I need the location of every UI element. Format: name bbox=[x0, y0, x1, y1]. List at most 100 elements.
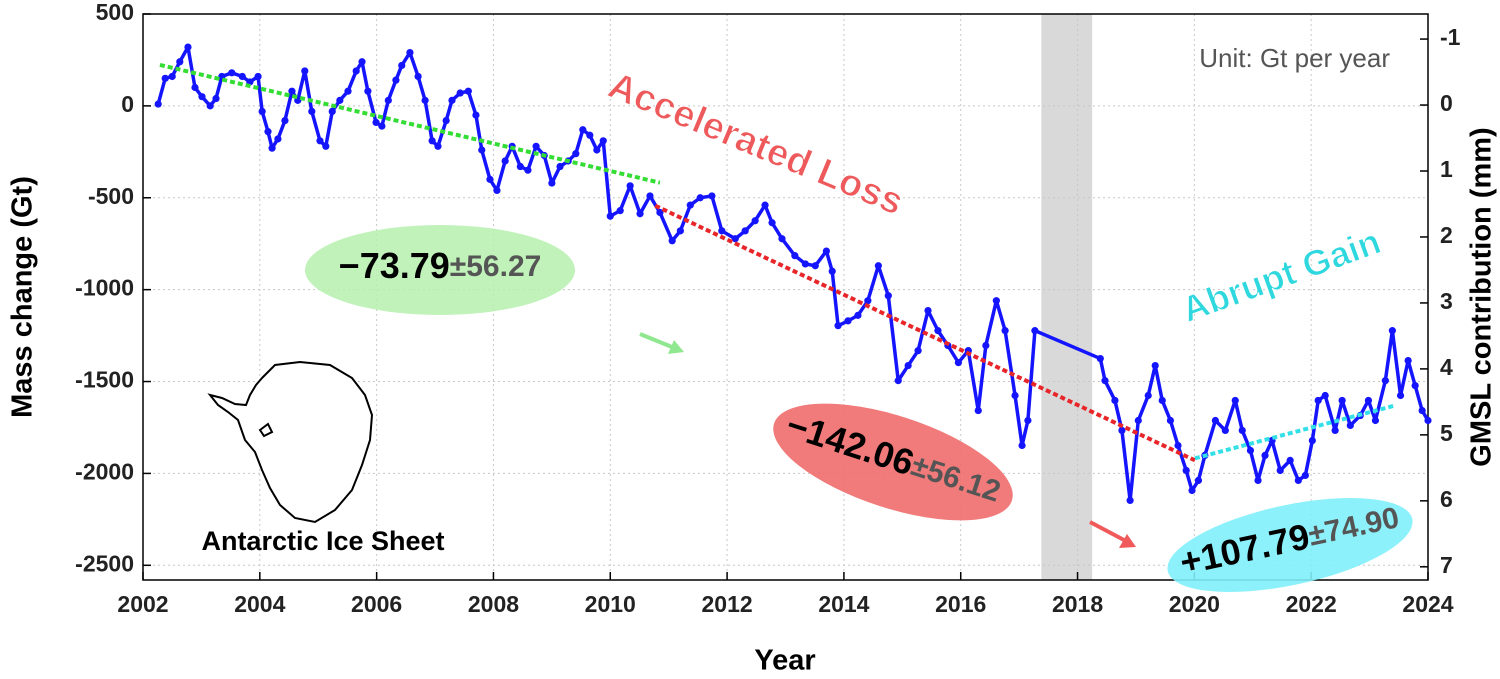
data-point bbox=[1338, 396, 1346, 405]
data-point bbox=[493, 186, 501, 195]
data-point bbox=[372, 118, 380, 127]
data-point bbox=[336, 96, 344, 104]
data-point bbox=[398, 61, 406, 70]
data-point bbox=[894, 377, 902, 385]
data-point bbox=[364, 87, 372, 95]
data-point bbox=[668, 237, 676, 245]
trend-line bbox=[654, 203, 1196, 463]
data-point bbox=[421, 96, 429, 104]
x-tick-label: 2024 bbox=[1402, 591, 1453, 617]
data-point bbox=[1404, 356, 1412, 365]
data-point bbox=[854, 311, 862, 319]
data-point bbox=[1182, 466, 1190, 475]
data-point bbox=[1188, 486, 1196, 495]
data-point bbox=[161, 74, 169, 82]
y2-tick-label: 7 bbox=[1440, 552, 1453, 578]
data-point bbox=[1231, 396, 1239, 405]
rate-text: −73.79±56.27 bbox=[339, 245, 542, 286]
data-point bbox=[501, 157, 509, 165]
data-point bbox=[1144, 391, 1152, 400]
data-point bbox=[1031, 327, 1039, 335]
data-point bbox=[768, 219, 776, 227]
y-axis-title: Mass change (Gt) bbox=[7, 176, 39, 418]
y2-tick-label: 1 bbox=[1440, 156, 1453, 182]
y2-tick-label: 3 bbox=[1440, 288, 1453, 314]
data-point bbox=[1018, 441, 1026, 450]
data-point bbox=[606, 212, 614, 220]
data-point bbox=[864, 297, 872, 305]
data-point bbox=[1331, 426, 1339, 435]
data-point bbox=[599, 137, 607, 145]
x-tick-label: 2020 bbox=[1169, 591, 1220, 617]
data-point bbox=[1101, 377, 1109, 385]
background-layer: 2002 2004 2006 2008 2010 2012 2014 2016 2018 2020… bbox=[75, 0, 1460, 617]
y2-tick-label: 6 bbox=[1440, 486, 1453, 512]
data-point bbox=[844, 317, 852, 325]
data-point bbox=[1364, 396, 1373, 405]
data-point bbox=[751, 217, 759, 225]
data-point bbox=[1174, 441, 1182, 450]
data-point bbox=[301, 67, 309, 75]
data-point bbox=[1371, 416, 1380, 425]
arrow bbox=[639, 332, 684, 354]
data-point bbox=[392, 76, 400, 84]
data-point bbox=[1301, 471, 1309, 480]
data-point bbox=[556, 162, 564, 171]
data-point bbox=[1314, 396, 1322, 405]
data-point bbox=[1126, 496, 1134, 505]
y2-axis-title: GMSL contribution (mm) bbox=[1466, 127, 1498, 466]
data-point bbox=[316, 137, 324, 145]
data-point bbox=[1158, 396, 1166, 405]
data-point bbox=[322, 142, 330, 150]
data-point bbox=[1424, 416, 1432, 425]
y2-tick-label: 4 bbox=[1440, 354, 1453, 380]
data-point bbox=[456, 89, 464, 97]
data-point bbox=[472, 111, 480, 119]
data-point bbox=[524, 166, 532, 174]
data-point bbox=[154, 100, 162, 108]
rate-error: ±56.27 bbox=[450, 250, 542, 283]
rate-bubble bbox=[1167, 498, 1413, 592]
plot-layer bbox=[154, 43, 1432, 505]
data-point bbox=[1118, 426, 1126, 435]
x-tick-label: 2022 bbox=[1286, 591, 1337, 617]
data-point bbox=[191, 83, 199, 92]
data-point bbox=[206, 102, 214, 110]
data-point bbox=[761, 201, 769, 209]
data-point bbox=[384, 96, 392, 104]
data-point bbox=[1111, 396, 1119, 405]
y-tick-label: -1000 bbox=[75, 275, 134, 301]
data-point bbox=[176, 58, 184, 66]
data-point bbox=[778, 235, 786, 243]
x-tick-label: 2008 bbox=[468, 591, 519, 617]
data-point bbox=[834, 322, 842, 330]
data-point bbox=[914, 347, 922, 355]
x-tick-label: 2018 bbox=[1052, 591, 1103, 617]
x-tick-label: 2012 bbox=[702, 591, 753, 617]
region-label: Antarctic Ice Sheet bbox=[201, 526, 444, 556]
data-point bbox=[254, 72, 262, 81]
data-point bbox=[1388, 327, 1396, 335]
unit-note: Unit: Gt per year bbox=[1199, 43, 1390, 73]
data-point bbox=[168, 72, 176, 81]
data-point bbox=[434, 142, 442, 150]
phase-label: Abrupt Gain bbox=[1176, 220, 1385, 330]
data-point bbox=[274, 135, 282, 143]
data-point bbox=[636, 210, 644, 218]
data-point bbox=[884, 292, 892, 300]
data-point bbox=[288, 87, 296, 95]
data-point bbox=[1286, 456, 1294, 464]
data-point bbox=[676, 227, 684, 235]
data-point bbox=[478, 146, 486, 154]
data-point bbox=[268, 144, 276, 152]
data-point bbox=[1166, 416, 1175, 425]
data-point bbox=[281, 116, 289, 125]
y-tick-label: 0 bbox=[121, 91, 134, 117]
data-point bbox=[708, 192, 716, 200]
data-point bbox=[1396, 391, 1405, 400]
data-point bbox=[1321, 391, 1329, 400]
data-point bbox=[442, 116, 450, 125]
data-point bbox=[516, 162, 524, 171]
